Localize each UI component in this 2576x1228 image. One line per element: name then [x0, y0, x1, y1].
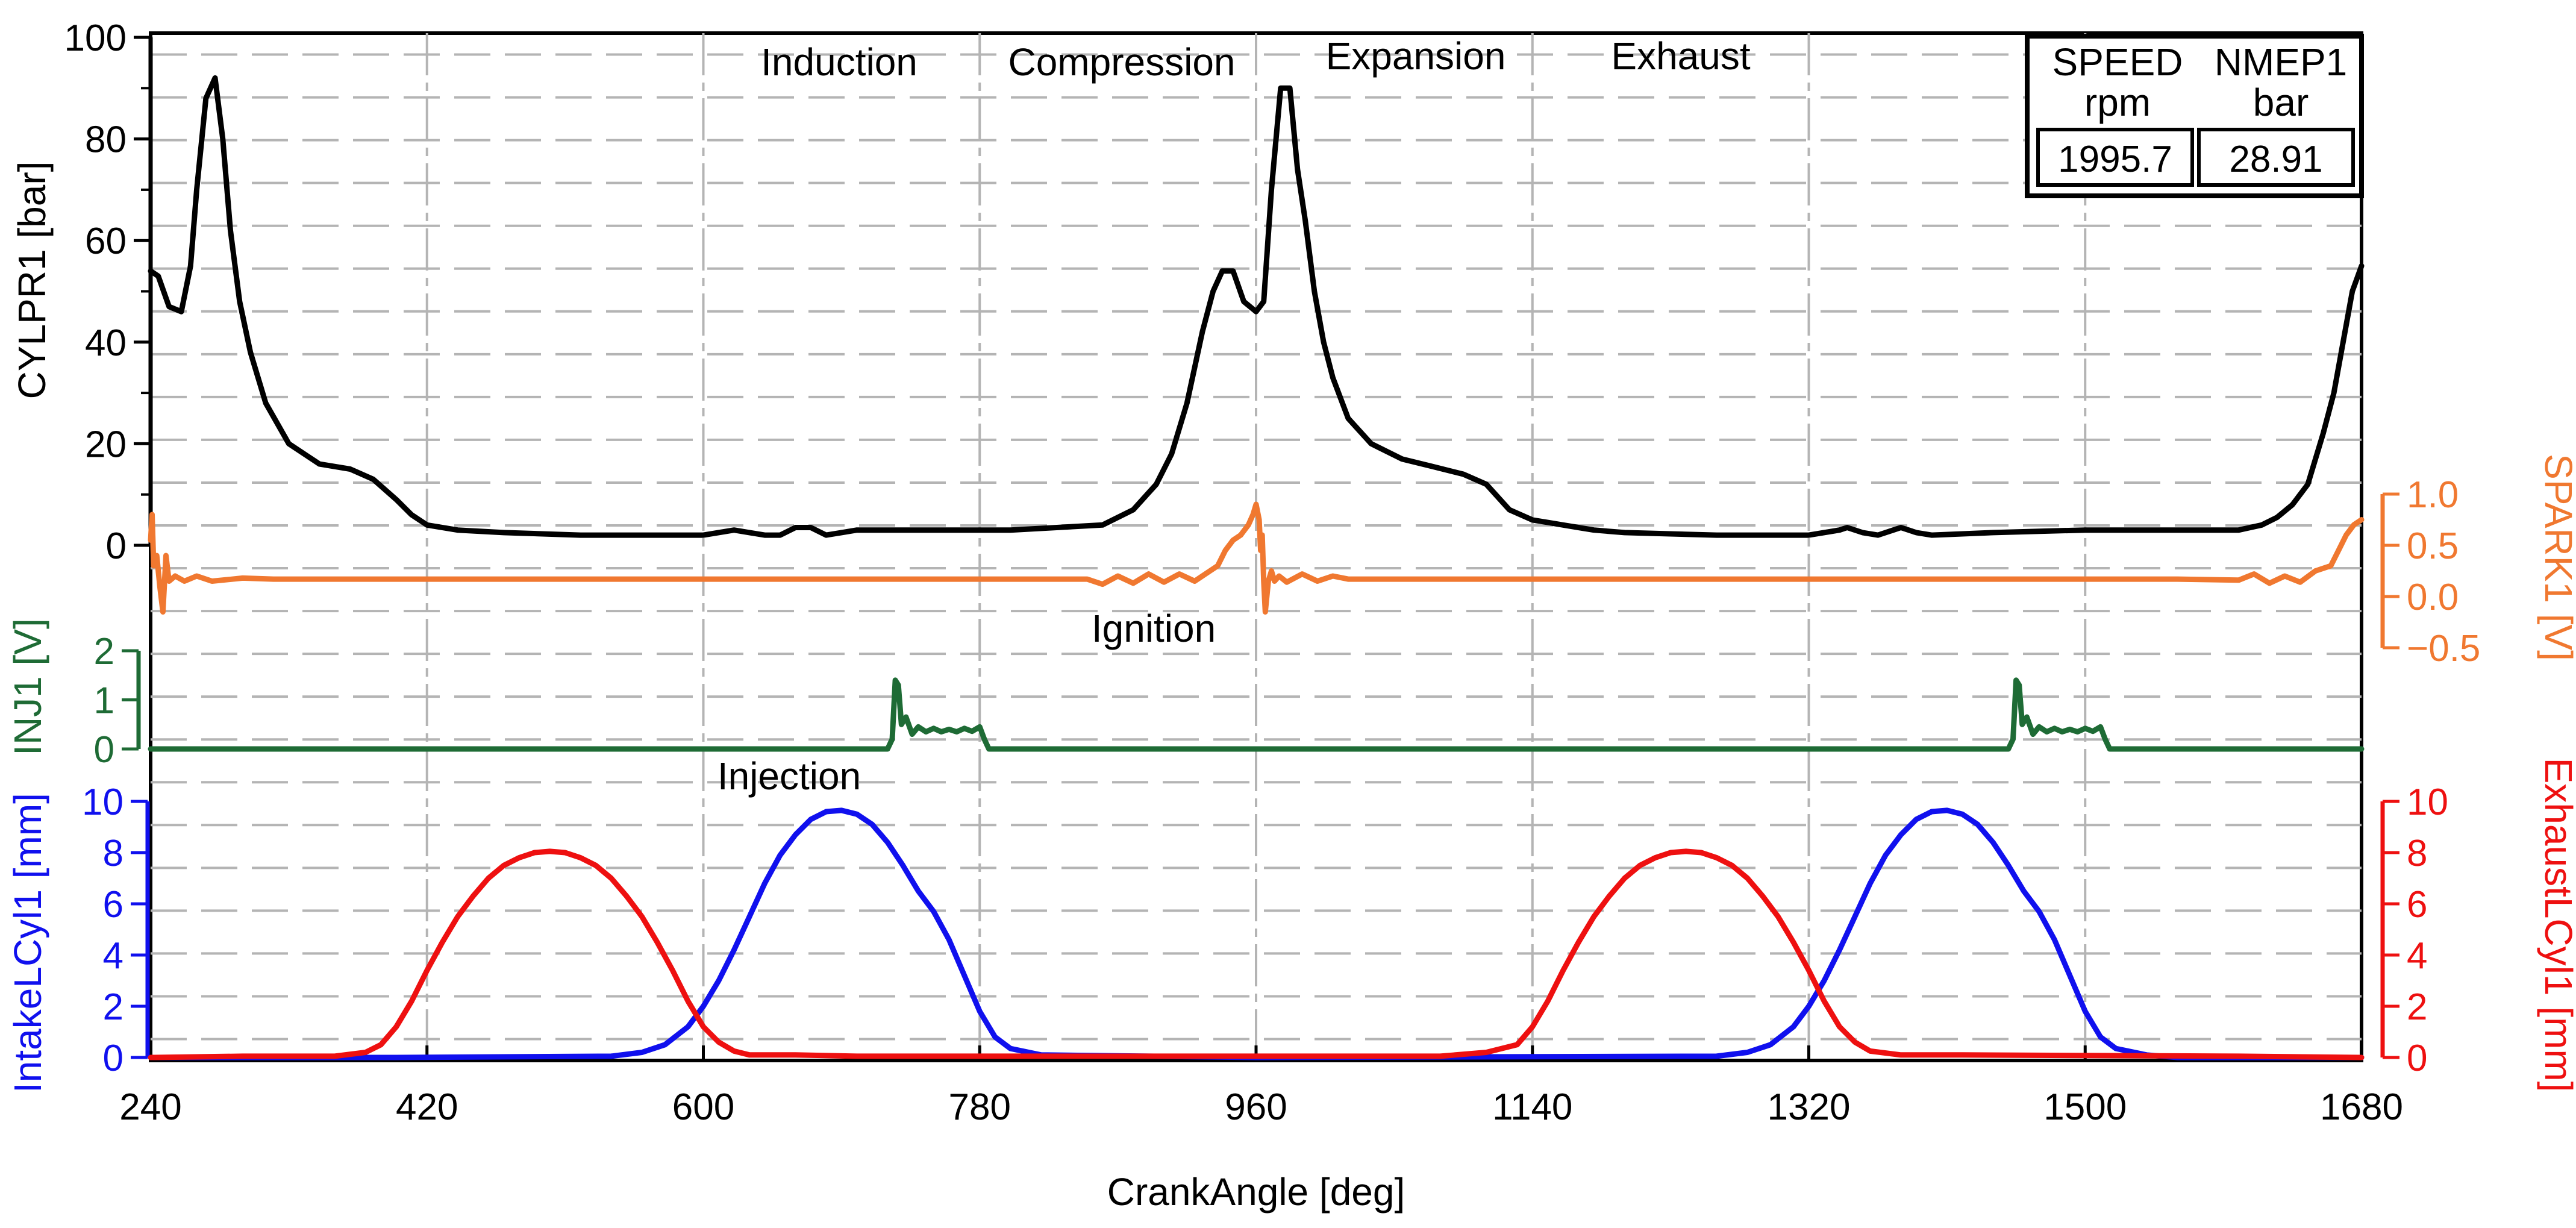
series-line-exhaustlcyl1 — [148, 848, 2365, 1060]
y-tick-label-cylpr: 80 — [85, 119, 127, 161]
x-tick-label-1500: 1500 — [2043, 1086, 2127, 1128]
phase-label-exhaust: Exhaust — [1611, 34, 1750, 78]
info-box: SPEED rpm 1995.7 NMEP1 bar 28.91 — [2025, 34, 2364, 198]
phase-label-induction: Induction — [761, 40, 918, 84]
y-tick-label-spark: 0.0 — [2407, 577, 2459, 618]
x-tick-label-1680: 1680 — [2320, 1086, 2403, 1128]
x-tick-label-420: 420 — [396, 1086, 458, 1128]
y-axis-label-inj: INJ1 [V] — [6, 618, 49, 756]
annotation-ignition: Ignition — [1092, 607, 1216, 650]
y-tick-label-cylpr: 20 — [85, 424, 127, 465]
y-tick-label-exhaust: 4 — [2407, 935, 2427, 977]
series-line-cylpr1 — [148, 75, 2365, 538]
y-tick-label-lift: 4 — [103, 935, 123, 977]
y-axis-label-cylpr: CYLPR1 [bar] — [10, 161, 54, 399]
series-line-spark1 — [148, 501, 2365, 615]
y-tick-label-exhaust: 2 — [2407, 986, 2427, 1028]
y-tick-label-spark: 0.5 — [2407, 525, 2459, 567]
y-tick-label-lift: 6 — [103, 884, 123, 926]
info-speed-name: SPEED — [2052, 40, 2183, 84]
grid-lines — [151, 33, 2362, 1060]
series-lines — [148, 75, 2365, 1060]
y-tick-label-spark: −0.5 — [2407, 628, 2480, 669]
y-tick-label-inj: 0 — [94, 729, 114, 771]
y-tick-label-lift: 0 — [103, 1038, 123, 1079]
info-nmep-value-box — [2197, 128, 2355, 187]
x-tick-label-1140: 1140 — [1492, 1086, 1572, 1128]
y-tick-label-exhaust: 8 — [2407, 833, 2427, 874]
info-nmep-value: 28.91 — [2229, 139, 2322, 180]
y-tick-label-exhaust: 6 — [2407, 884, 2427, 926]
y-tick-label-cylpr: 60 — [85, 221, 127, 262]
y-tick-label-cylpr: 100 — [64, 17, 127, 59]
y-tick-label-lift: 8 — [103, 833, 123, 874]
info-nmep-name: NMEP1 — [2215, 40, 2348, 84]
axes — [122, 36, 2399, 1060]
x-tick-label-960: 960 — [1225, 1086, 1287, 1128]
x-tick-label-1320: 1320 — [1768, 1086, 1851, 1128]
y-tick-label-exhaust: 0 — [2407, 1038, 2427, 1079]
y-tick-label-lift: 10 — [82, 782, 123, 823]
series-line-inj1 — [148, 677, 2365, 752]
info-speed-value-box — [2036, 128, 2194, 187]
info-nmep-unit: bar — [2253, 81, 2309, 124]
y-axis-label-spark: SPARK1 [V] — [2537, 454, 2576, 661]
phase-label-expansion: Expansion — [1326, 34, 1506, 78]
x-tick-label-780: 780 — [949, 1086, 1011, 1128]
y-tick-label-exhaust: 10 — [2407, 782, 2448, 823]
info-speed-value: 1995.7 — [2058, 139, 2172, 180]
annotation-injection: Injection — [717, 754, 861, 798]
x-axis-label: CrankAngle [deg] — [1107, 1170, 1405, 1214]
y-tick-label-cylpr: 40 — [85, 322, 127, 364]
y-tick-label-inj: 1 — [94, 680, 114, 722]
info-speed-unit: rpm — [2084, 81, 2151, 124]
y-tick-label-spark: 1.0 — [2407, 474, 2459, 516]
y-tick-label-inj: 2 — [94, 631, 114, 672]
x-tick-label-600: 600 — [672, 1086, 734, 1128]
tick-labels: 240 420 600 780 960 1140 1320 1500 1680020406080… — [64, 17, 2481, 1128]
y-axis-label-intake: IntakeLCyl1 [mm] — [6, 793, 49, 1093]
y-tick-label-lift: 2 — [103, 986, 123, 1028]
y-tick-label-cylpr: 0 — [106, 525, 127, 567]
x-tick-label-240: 240 — [119, 1086, 181, 1128]
y-axis-label-exhaust: ExhaustLCyl1 [mm] — [2537, 758, 2576, 1092]
phase-label-compression: Compression — [1008, 40, 1235, 84]
